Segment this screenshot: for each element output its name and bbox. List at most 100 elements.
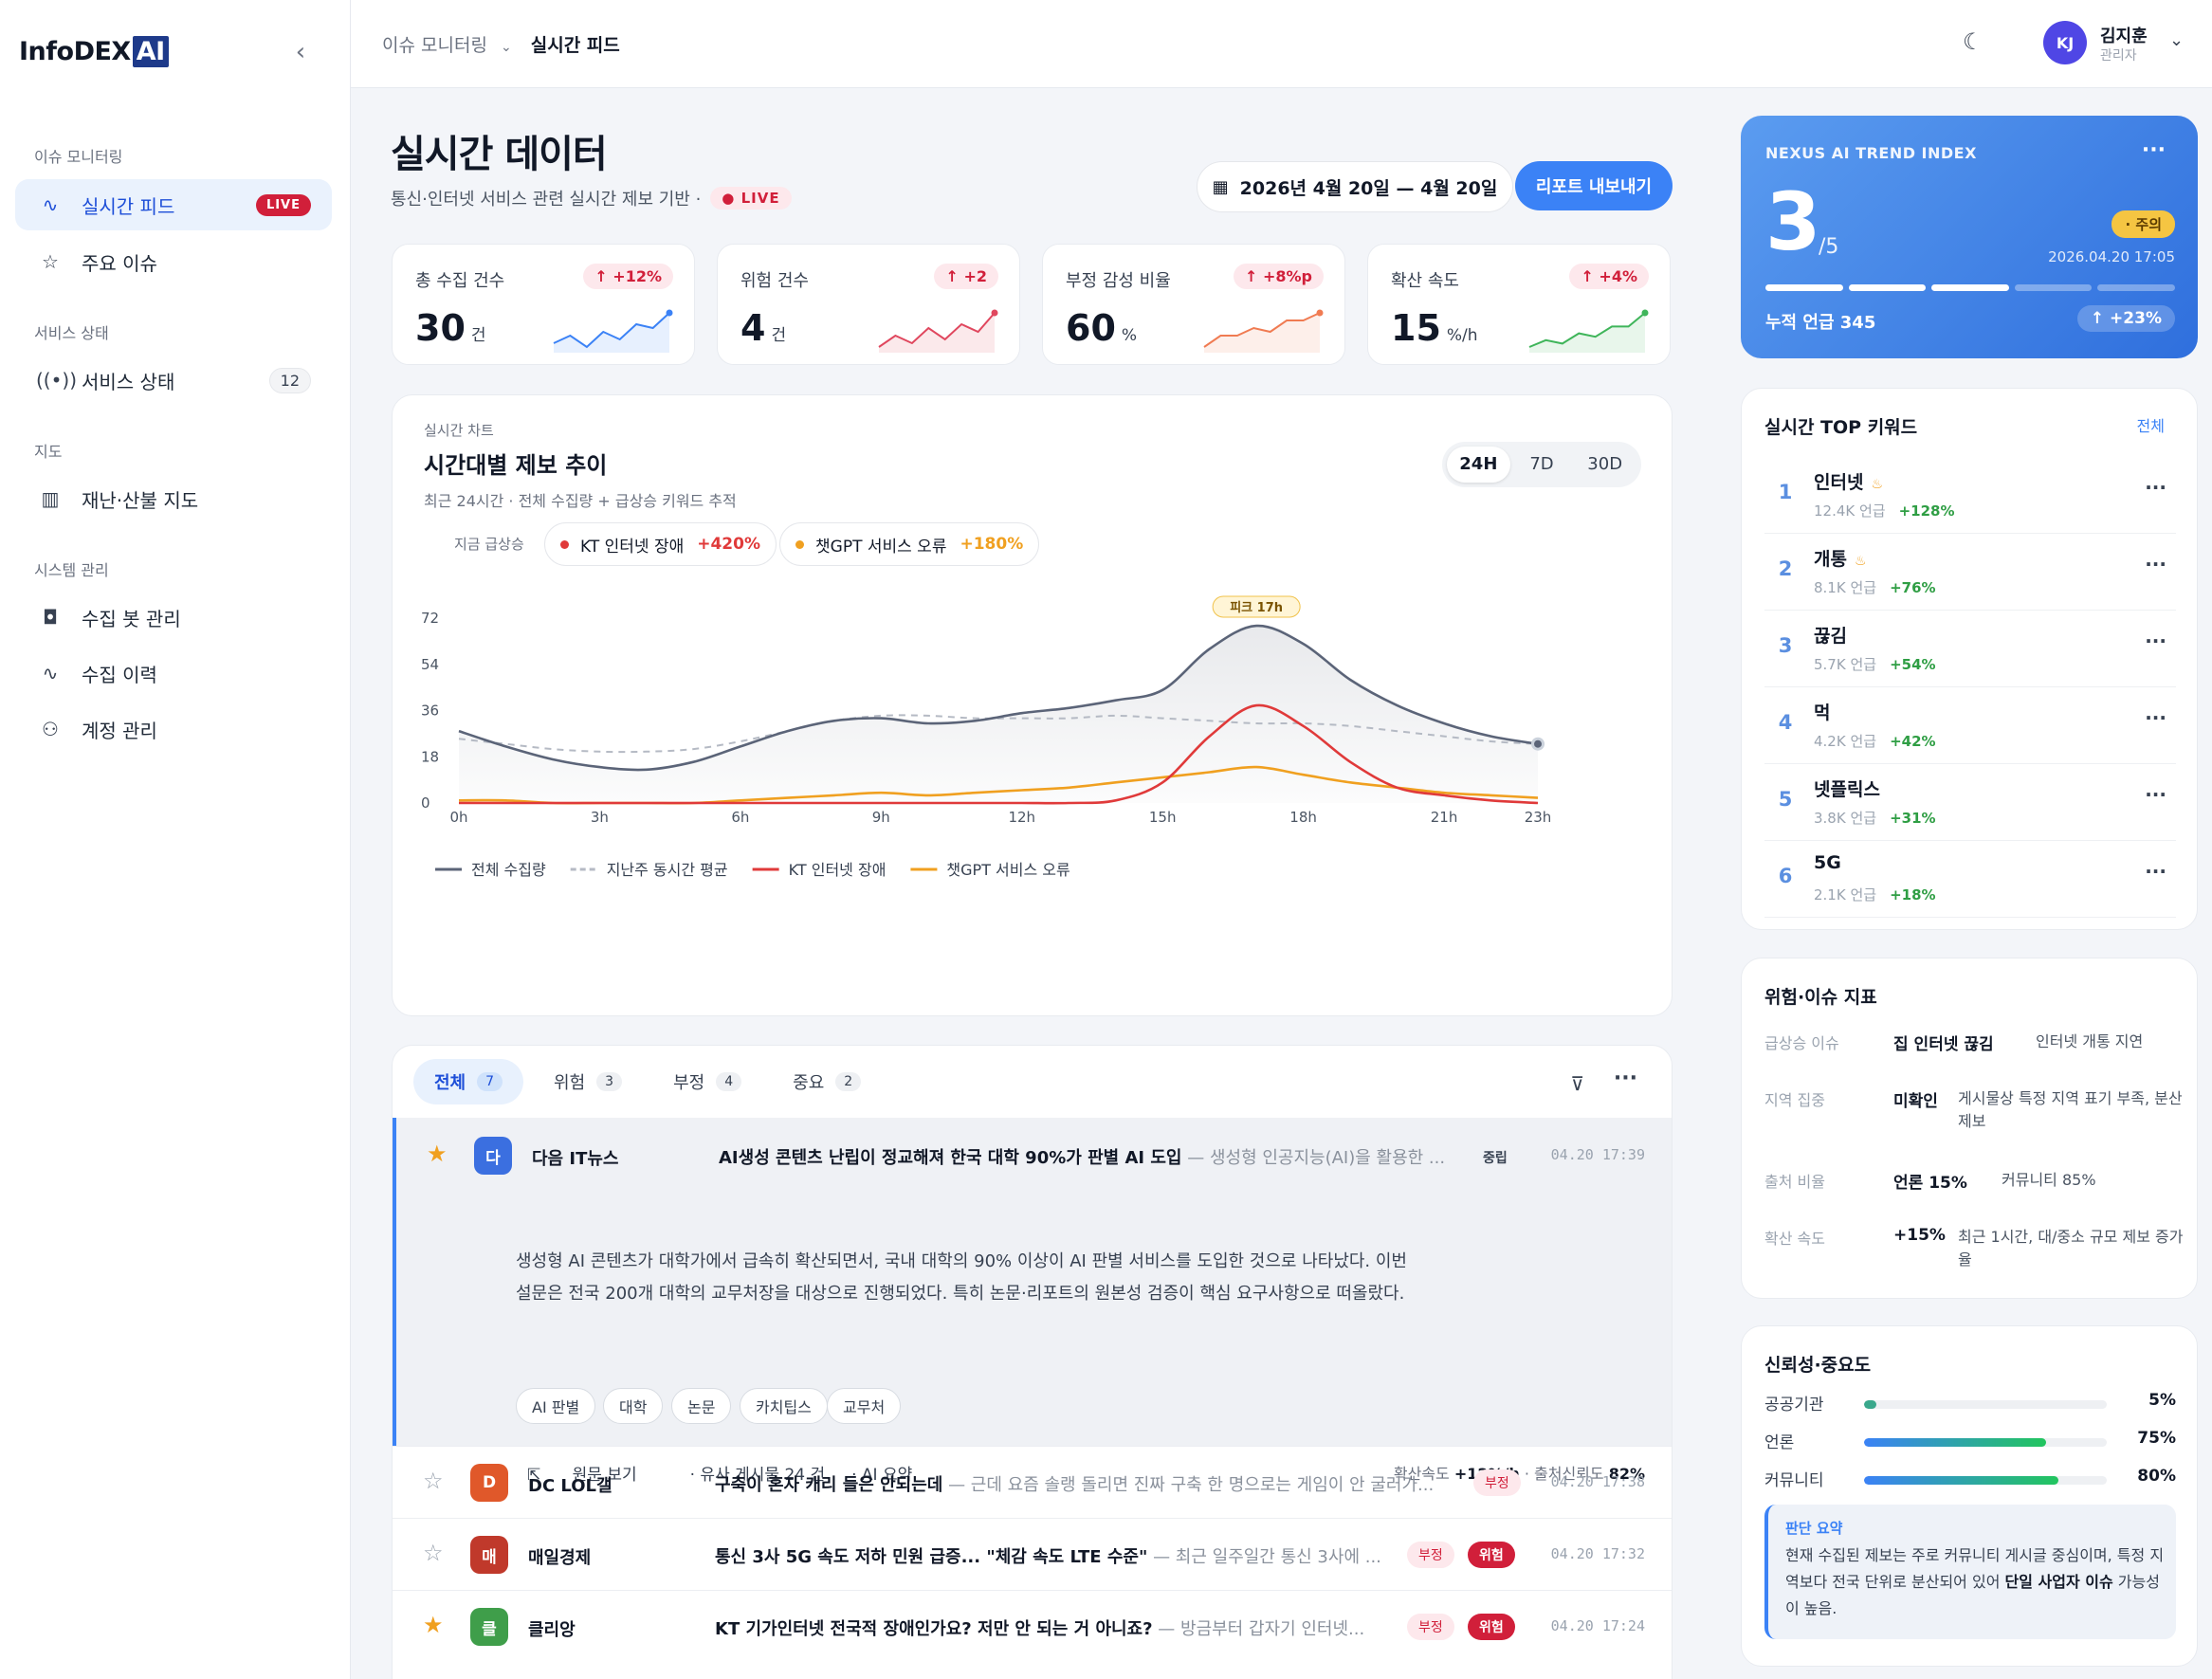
moon-icon[interactable]: ☾ xyxy=(1963,28,1983,55)
table-row[interactable]: ☆ D DC LOL갤 구축이 혼자 캐리 들은 안되는데 — 근데 요즘 솔랭… xyxy=(393,1446,1672,1518)
more-icon[interactable]: ··· xyxy=(2145,860,2166,883)
more-icon[interactable]: ··· xyxy=(1613,1067,1637,1090)
tab-risk[interactable]: 위험 3 xyxy=(533,1059,643,1104)
star-icon[interactable]: ☆ xyxy=(423,1468,444,1494)
tab-important[interactable]: 중요 2 xyxy=(772,1059,882,1104)
feed-tabs: 전체 7 위험 3 부정 4 중요 2 xyxy=(413,1059,891,1104)
chevron-down-icon[interactable]: ⌄ xyxy=(500,40,512,55)
kpi-label: 총 수집 건수 xyxy=(415,271,505,291)
item-title[interactable]: AI생성 콘텐츠 난립이 정교해져 한국 대학 90%가 판별 AI 도입 — … xyxy=(719,1148,1446,1168)
legend-label: KT 인터넷 장애 xyxy=(789,861,887,879)
view-all-link[interactable]: 전체 xyxy=(2136,417,2165,435)
kpi-card: 부정 감성 비율 ↑ +8%p 60% xyxy=(1042,244,1345,365)
indicator-value: +15% xyxy=(1893,1226,1946,1245)
view-original-button[interactable]: ⇱ 원문 보기 xyxy=(527,1466,637,1485)
date-range-picker[interactable]: ▦ 2026년 4월 20일 — 4월 20일 xyxy=(1197,161,1513,212)
table-row[interactable]: ★ 클 클리앙 KT 기가인터넷 전국적 장애인가요? 저만 안 되는 거 아니… xyxy=(393,1590,1672,1662)
level-bar xyxy=(2014,284,2093,291)
star-icon[interactable]: ★ xyxy=(427,1141,448,1167)
logo[interactable]: InfoDEX AI xyxy=(19,36,169,67)
cred-pct: 80% xyxy=(2137,1467,2176,1486)
breadcrumb-parent[interactable]: 이슈 모니터링 xyxy=(382,35,487,56)
item-title[interactable]: 통신 3사 5G 속도 저하 민원 급증... "체감 속도 LTE 수준" —… xyxy=(715,1547,1381,1567)
tab-all[interactable]: 전체 7 xyxy=(413,1059,524,1104)
source-name: DC LOL갤 xyxy=(528,1476,612,1496)
ai-summary-button[interactable]: · AI 요약 xyxy=(851,1466,913,1485)
sidebar-section-system: 시스템 관리 xyxy=(34,561,109,579)
export-report-button[interactable]: 리포트 내보내기 xyxy=(1515,161,1673,210)
range-30d[interactable]: 30D xyxy=(1587,454,1623,474)
keyword-row[interactable]: 6 5G 2.1K 언급 +18% ··· xyxy=(1764,841,2176,918)
user-role: 관리자 xyxy=(2100,48,2137,64)
sidebar-item-bot-manage[interactable]: ◘ 수집 봇 관리 xyxy=(15,592,332,643)
indicator-extra: 커뮤니티 85% xyxy=(2002,1171,2096,1189)
keyword-row[interactable]: 2 개통 ♨ 8.1K 언급 +76% ··· xyxy=(1764,534,2176,611)
risk-tag: 위험 xyxy=(1468,1614,1515,1640)
sidebar-item-account[interactable]: ⚇ 계정 관리 xyxy=(15,703,332,755)
sidebar-item-service-status[interactable]: ((•)) 서비스 상태 12 xyxy=(15,355,332,406)
table-row[interactable]: ☆ 매 매일경제 통신 3사 5G 속도 저하 민원 급증... "체감 속도 … xyxy=(393,1518,1672,1590)
more-icon[interactable]: ··· xyxy=(2141,138,2166,162)
keyword-row[interactable]: 5 넷플릭스 3.8K 언급 +31% ··· xyxy=(1764,764,2176,841)
sidebar-item-live-feed[interactable]: ∿ 실시간 피드 LIVE xyxy=(15,179,332,230)
star-icon: ☆ xyxy=(42,250,59,273)
star-icon[interactable]: ☆ xyxy=(423,1540,444,1566)
range-24h[interactable]: 24H xyxy=(1447,447,1510,483)
negative-tag: 부정 xyxy=(1473,1469,1521,1496)
sidebar-item-major-issues[interactable]: ☆ 주요 이슈 xyxy=(15,236,332,287)
keyword-row[interactable]: 3 끊김 5.7K 언급 +54% ··· xyxy=(1764,611,2176,687)
risk-tag: 위험 xyxy=(1468,1542,1515,1568)
more-icon[interactable]: ··· xyxy=(2145,706,2166,729)
panel-title: 위험·이슈 지표 xyxy=(1764,987,1877,1008)
keyword-row[interactable]: 4 먹 4.2K 언급 +42% ··· xyxy=(1764,687,2176,764)
keyword-rank: 6 xyxy=(1778,865,1793,887)
avatar[interactable]: KJ xyxy=(2043,21,2087,64)
x-tick-label: 12h xyxy=(1008,809,1035,826)
item-title[interactable]: 구축이 혼자 캐리 들은 안되는데 — 근데 요즘 솔랭 돌리면 진짜 구축 한… xyxy=(715,1475,1435,1495)
level-bar xyxy=(2097,284,2175,291)
feed-item-expanded[interactable]: ★ 다 다음 IT뉴스 AI생성 콘텐츠 난립이 정교해져 한국 대학 90%가… xyxy=(393,1118,1672,1485)
keyword-chip[interactable]: 카치팁스 xyxy=(740,1388,828,1424)
keyword-chip[interactable]: 논문 xyxy=(671,1388,732,1424)
more-icon[interactable]: ··· xyxy=(2145,476,2166,499)
keyword-chip[interactable]: AI 판별 xyxy=(516,1388,596,1424)
chevron-down-icon[interactable]: ⌄ xyxy=(2169,30,2185,50)
more-icon[interactable]: ··· xyxy=(2145,630,2166,652)
star-icon[interactable]: ★ xyxy=(423,1612,444,1638)
keyword-row[interactable]: 1 인터넷 ♨ 12.4K 언급 +128% ··· xyxy=(1764,457,2176,534)
live-pill: ● LIVE xyxy=(710,187,792,210)
surge-chip-kt[interactable]: KT 인터넷 장애 +420% xyxy=(544,522,777,566)
trend-line-chart: 0 18 36 54 72 0h 3h 6h 9h 12h 15h 18h 21h 23h 피크 17h 전체… xyxy=(421,595,1551,879)
tab-negative[interactable]: 부정 4 xyxy=(652,1059,762,1104)
keyword-rank: 3 xyxy=(1778,634,1793,657)
kpi-card: 확산 속도 ↑ +4% 15 %/h xyxy=(1367,244,1671,365)
item-title[interactable]: KT 기가인터넷 전국적 장애인가요? 저만 안 되는 거 아니죠? — 방금부… xyxy=(715,1619,1365,1639)
live-badge: LIVE xyxy=(255,193,311,216)
filter-icon[interactable]: ⊽ xyxy=(1570,1072,1584,1095)
feed-list: 전체 7 위험 3 부정 4 중요 2 ⊽ ··· ★ 다 다음 IT뉴스 AI생성 콘… xyxy=(392,1045,1673,1679)
more-icon[interactable]: ··· xyxy=(2145,553,2166,575)
surge-chip-chatgpt[interactable]: 챗GPT 서비스 오류 +180% xyxy=(779,522,1040,566)
item-body: 생성형 AI 콘텐츠가 대학가에서 급속히 확산되면서, 국내 대학의 90% … xyxy=(516,1251,1407,1304)
panel-title: 실시간 TOP 키워드 xyxy=(1764,417,1918,438)
keyword-chip[interactable]: 대학 xyxy=(603,1388,664,1424)
risk-indicator-panel: 위험·이슈 지표 급상승 이슈 집 인터넷 끊김 인터넷 개통 지연 지역 집중… xyxy=(1741,958,2198,1299)
page-subtitle: 통신·인터넷 서비스 관련 실시간 제보 기반 · ● LIVE xyxy=(391,186,792,210)
credibility-row: 공공기관 5% xyxy=(1764,1391,2176,1419)
trend-chart-card: 실시간 차트 시간대별 제보 추이 최근 24시간 · 전체 수집량 + 급상승… xyxy=(392,394,1673,1016)
summary-body: 현재 수집된 제보는 주로 커뮤니티 게시글 중심이며, 특정 지역보다 전국 … xyxy=(1785,1546,2165,1617)
keyword-meta: 8.1K 언급 +76% xyxy=(1814,579,1936,596)
kpi-delta: ↑ +4% xyxy=(1569,264,1649,289)
range-7d[interactable]: 7D xyxy=(1529,454,1554,474)
collapse-sidebar-button[interactable]: ‹ xyxy=(295,38,306,66)
source-avatar: 클 xyxy=(470,1608,508,1646)
similar-posts-button[interactable]: · 유사 게시물 24 건 xyxy=(689,1466,826,1485)
user-name[interactable]: 김지훈 xyxy=(2100,27,2148,46)
keyword-chip[interactable]: 교무처 xyxy=(827,1388,902,1424)
more-icon[interactable]: ··· xyxy=(2145,783,2166,806)
sidebar-item-history[interactable]: ∿ 수집 이력 xyxy=(15,648,332,699)
keyword-name: 먹 xyxy=(1814,703,1831,723)
sidebar-item-disaster-map[interactable]: ▥ 재난·산불 지도 xyxy=(15,473,332,524)
activity-icon: ∿ xyxy=(42,662,59,684)
